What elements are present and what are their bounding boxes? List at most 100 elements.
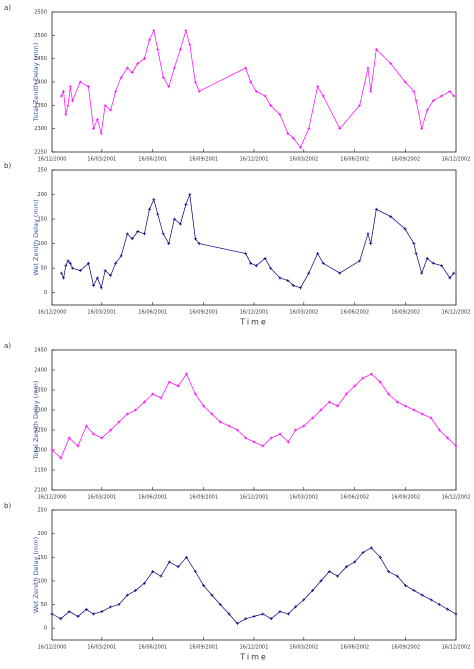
y-tick-label: 50 [41,602,47,608]
x-tick-label: 16/03/2001 [87,495,116,501]
data-point [78,80,82,84]
data-point [358,259,362,263]
x-axis-label: Time [239,653,268,662]
data-point [395,574,399,578]
panel-label: a) [4,4,11,12]
data-point [130,237,134,241]
y-tick-label: 2450 [34,56,47,62]
data-point [188,43,192,47]
data-point [210,593,214,597]
y-tick-label: 100 [37,241,47,247]
data-point [235,428,239,432]
data-point [361,551,365,555]
data-point [62,89,66,93]
data-point [176,384,180,388]
data-point [68,261,72,265]
y-tick-label: 2150 [34,468,47,474]
data-point [117,603,121,607]
y-axis-label: Total Zenith Delay (mm) [32,381,40,461]
data-point [125,412,129,416]
data-point [152,197,156,201]
x-tick-label: 16/12/2001 [240,495,269,501]
data-point [294,428,298,432]
data-point [184,29,188,33]
data-point [319,408,323,412]
data-point [87,261,91,265]
data-point [440,264,444,268]
data-point [227,424,231,428]
data-point [431,99,435,103]
data-point [316,251,320,255]
data-point [193,569,197,573]
data-point [92,127,96,131]
data-point [278,276,282,280]
data-point [244,251,248,255]
x-tick-label: 16/09/2001 [189,310,218,316]
x-tick-label: 16/06/2002 [340,495,369,501]
data-point [172,66,176,70]
data-point [404,584,408,588]
data-point [70,266,74,270]
y-tick-label: 150 [37,217,47,223]
data-point [167,560,171,564]
data-point [269,103,273,107]
data-point [66,259,70,263]
x-tick-label: 16/12/2000 [38,645,67,651]
data-point [389,215,393,219]
y-tick-label: 2550 [34,10,47,16]
data-point [227,612,231,616]
data-point [269,617,273,621]
y-tick-label: 2500 [34,33,47,39]
data-point [114,89,118,93]
x-tick-label: 16/06/2001 [138,645,167,651]
x-tick-label: 16/03/2002 [289,310,318,316]
data-point [100,436,104,440]
data-point [403,80,407,84]
data-point [302,424,306,428]
data-point [70,99,74,103]
series-line [51,373,457,459]
data-point [184,372,188,376]
data-point [252,614,256,618]
data-point [218,603,222,607]
y-tick-label: 2300 [34,408,47,414]
y-tick-label: 2300 [34,126,47,132]
x-tick-label: 16/09/2001 [189,495,218,501]
data-point [142,400,146,404]
data-point [369,372,373,376]
y-tick-label: 2250 [34,428,47,434]
plot-frame [51,11,457,153]
data-point [361,376,365,380]
data-point [142,57,146,61]
data-point [68,85,72,89]
data-point [378,380,382,384]
data-point [278,113,282,117]
data-point [235,621,239,625]
data-point [161,232,165,236]
data-point [167,380,171,384]
plot-frame [51,349,457,491]
data-point [353,384,357,388]
data-point [76,444,80,448]
data-point [420,127,424,131]
data-point [202,404,206,408]
data-point [412,242,416,246]
data-point [193,392,197,396]
data-point [184,555,188,559]
data-point [311,588,315,592]
data-point [448,89,452,93]
x-tick-label: 16/12/2000 [38,157,67,163]
data-point [109,274,113,278]
data-point [316,85,320,89]
data-point [454,612,458,616]
data-point [395,400,399,404]
y-tick-label: 250 [37,168,47,174]
data-point [446,436,450,440]
data-point [338,271,342,275]
data-point [184,202,188,206]
y-tick-label: 50 [41,266,47,272]
data-point [64,264,68,268]
data-point [109,605,113,609]
data-point [99,131,103,135]
data-point [269,436,273,440]
